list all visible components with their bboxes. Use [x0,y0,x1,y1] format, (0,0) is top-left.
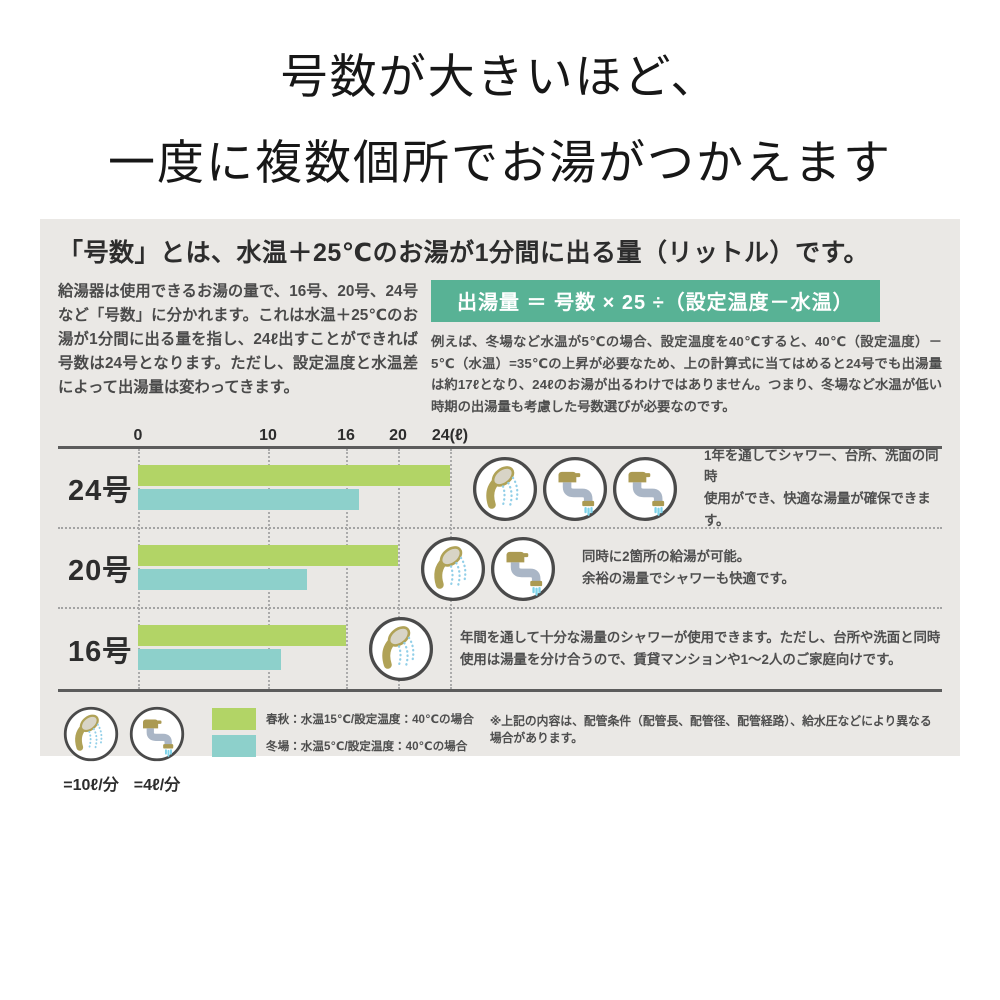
panel-heading: 「号数」とは、水温＋25℃のお湯が1分間に出る量（リットル）です。 [58,239,869,268]
legend-swatches: 春秋：水温15℃/設定温度：40℃の場合 冬場：水温5℃/設定温度：40℃の場合 [212,703,474,762]
faucet-flow-rate: =4ℓ/分 [133,777,181,795]
chart-row-20: 20号 同時に2箇所の給湯が可能。 余裕の湯量でシャワーも快適です。 [58,529,942,610]
row-bars [138,625,346,671]
faucet-icon [542,456,608,522]
bar-spring-autumn [138,465,450,487]
shower-icon [63,703,119,765]
bar-spring-autumn [138,545,398,567]
bar-winter [138,569,307,591]
chart-row-24: 24号 1年を通してシャワー、台所、洗面の同時 使用ができ、快適な湯量が確保できま… [58,447,942,530]
legend-faucet: =4ℓ/分 [124,703,190,795]
row-icons [472,456,678,522]
page-title-line2: 一度に複数個所でお湯がつかえます [108,135,892,189]
faucet-icon [129,703,185,765]
legend-shower: =10ℓ/分 [58,703,124,795]
chart-row-16: 16号 年間を通して十分な湯量のシャワーが使用できます。ただし、台所や洗面と同時… [58,609,942,689]
row-description: 同時に2箇所の給湯が可能。 余裕の湯量でシャワーも快適です。 [582,549,795,587]
output-volume-chart: 0 10 16 20 24(ℓ) 24号 1年を通してシャワー、台所、洗面の同時 使用がで… [58,425,942,693]
legend-spring-row: 春秋：水温15℃/設定温度：40℃の場合 [212,708,474,731]
row-label: 20号 [68,555,133,588]
row-label: 24号 [68,475,133,508]
row-bars [138,465,450,511]
winter-swatch-label: 冬場：水温5℃/設定温度：40℃の場合 [266,740,468,754]
shower-icon [368,616,434,682]
formula-box: 出湯量 ＝ 号数 × 25 ÷（設定温度－水温） [431,280,880,323]
faucet-icon [612,456,678,522]
chart-rows: 24号 1年を通してシャワー、台所、洗面の同時 使用ができ、快適な湯量が確保できま… [58,446,942,693]
spring-color-swatch [212,708,256,731]
row-label: 16号 [68,636,133,669]
axis-tick-label: 0 [133,427,143,445]
row-icons [368,616,434,682]
spring-swatch-label: 春秋：水温15℃/設定温度：40℃の場合 [266,713,474,727]
winter-color-swatch [212,735,256,758]
shower-icon [420,536,486,602]
faucet-icon [490,536,556,602]
bar-winter [138,649,281,671]
row-description: 年間を通して十分な湯量のシャワーが使用できます。ただし、台所や洗面と同時 使用は湯… [460,630,941,668]
formula-section: 出湯量 ＝ 号数 × 25 ÷（設定温度－水温） 例えば、冬場など水温が5℃の場… [431,280,942,417]
legend-winter-row: 冬場：水温5℃/設定温度：40℃の場合 [212,735,474,758]
axis-tick-label: 16 [337,427,355,445]
page-title: 号数が大きいほど、 一度に複数個所でお湯がつかえます [0,0,1000,205]
axis-tick-label: 24(ℓ) [431,427,469,445]
intro-section: 給湯器は使用できるお湯の量で、16号、20号、24号など「号数」に分かれます。こ… [58,280,942,417]
formula-explanation: 例えば、冬場など水温が5℃の場合、設定温度を40℃すると、40℃（設定温度）－5… [431,334,942,414]
gridline [346,449,348,690]
axis-tick-label: 10 [259,427,277,445]
bar-spring-autumn [138,625,346,647]
row-icons [420,536,556,602]
legend: =10ℓ/分 =4ℓ/分 春秋：水温15℃/設定温度：40℃の場合 冬場：水温5… [58,703,942,795]
page-title-line1: 号数が大きいほど、 [280,50,720,103]
intro-paragraph: 給湯器は使用できるお湯の量で、16号、20号、24号など「号数」に分かれます。こ… [58,283,418,396]
gridline [398,449,400,690]
info-panel: 「号数」とは、水温＋25℃のお湯が1分間に出る量（リットル）です。 給湯器は使用… [40,219,960,794]
row-description: 1年を通してシャワー、台所、洗面の同時 使用ができ、快適な湯量が確保できます。 [704,447,939,528]
disclaimer-note: ※上記の内容は、配管条件（配管長、配管径、配管経路）、給水圧などにより異なる場合… [489,714,932,746]
shower-flow-rate: =10ℓ/分 [63,777,119,795]
axis-tick-label: 20 [389,427,407,445]
row-bars [138,545,398,591]
shower-icon [472,456,538,522]
chart-axis-labels: 0 10 16 20 24(ℓ) [58,425,942,446]
bar-winter [138,489,359,511]
